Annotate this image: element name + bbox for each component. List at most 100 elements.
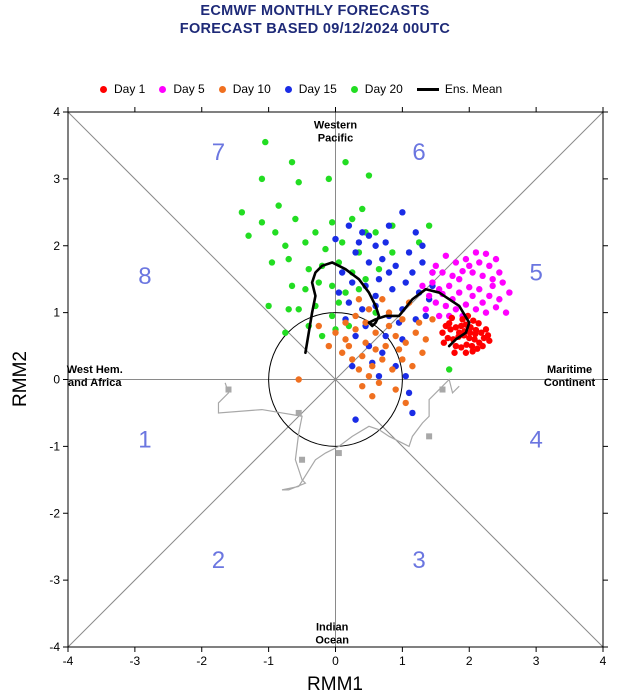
point-day-10 <box>385 322 393 330</box>
legend-item-day10: Day 10 <box>218 82 271 96</box>
phase-label-2: 2 <box>212 547 225 574</box>
point-day-15 <box>405 249 413 256</box>
point-day-20 <box>328 282 336 290</box>
point-day-10 <box>362 339 369 346</box>
region-label: West Hem. <box>67 364 123 376</box>
point-day-20 <box>288 158 296 166</box>
y-tick-label: 2 <box>53 239 60 253</box>
point-day-5 <box>492 255 500 263</box>
point-day-20 <box>349 215 356 223</box>
point-day-20 <box>265 302 272 310</box>
point-day-5 <box>496 296 503 303</box>
point-day-20 <box>285 306 292 313</box>
observed-marker <box>426 433 433 440</box>
point-day-5 <box>469 269 476 276</box>
point-day-5 <box>469 292 476 300</box>
legend-label-day10: Day 10 <box>232 82 271 96</box>
point-day-10 <box>375 379 383 387</box>
point-day-10 <box>325 342 333 350</box>
y-tick-label: 4 <box>53 105 60 119</box>
legend-item-day1: Day 1 <box>100 82 145 96</box>
y-tick-label: -3 <box>49 573 60 587</box>
x-tick-label: 4 <box>600 654 607 668</box>
point-day-1 <box>463 341 470 348</box>
point-day-15 <box>412 229 419 236</box>
point-day-5 <box>429 269 436 276</box>
point-day-1 <box>475 320 482 327</box>
point-day-10 <box>352 312 359 320</box>
point-day-10 <box>338 349 346 356</box>
point-day-10 <box>412 329 419 336</box>
y-tick-label: -1 <box>49 439 60 453</box>
point-day-5 <box>419 282 426 290</box>
point-day-1 <box>486 337 493 344</box>
region-label: Pacific <box>318 133 353 145</box>
point-day-20 <box>245 232 252 239</box>
point-day-10 <box>402 399 409 407</box>
point-day-1 <box>459 316 466 323</box>
phase-label-1: 1 <box>138 427 151 454</box>
point-day-20 <box>295 179 302 186</box>
point-day-20 <box>445 366 453 373</box>
point-day-20 <box>288 282 296 290</box>
point-day-15 <box>365 259 373 266</box>
phase-label-5: 5 <box>529 260 542 287</box>
point-day-10 <box>372 329 379 336</box>
ensemble-mean <box>304 261 471 355</box>
point-day-20 <box>285 255 292 263</box>
point-day-15 <box>399 209 406 216</box>
x-tick-label: 3 <box>533 654 540 668</box>
point-day-5 <box>479 272 486 280</box>
x-tick-label: 2 <box>466 654 473 668</box>
point-day-10 <box>345 342 353 350</box>
point-day-15 <box>409 409 416 417</box>
point-day-15 <box>385 222 393 229</box>
point-day-15 <box>338 269 346 276</box>
point-day-15 <box>379 349 386 356</box>
point-day-5 <box>456 289 463 296</box>
chart-text: -4 -3 -2 -1 0 1 2 3 4 -4 -3 -2 -1 0 1 2 3 4 1 2 3 4 5 6 7 8 Wester… <box>49 105 608 668</box>
point-day-15 <box>372 242 379 249</box>
point-day-10 <box>415 319 423 326</box>
point-day-1 <box>439 329 446 336</box>
legend-item-day15: Day 15 <box>284 82 337 96</box>
point-day-5 <box>476 286 483 293</box>
point-day-5 <box>466 284 473 291</box>
point-day-20 <box>425 222 433 229</box>
point-day-5 <box>496 269 503 276</box>
point-day-20 <box>302 286 309 293</box>
chart-title-line2: FORECAST BASED 09/12/2024 00UTC <box>179 21 451 37</box>
region-label: Western <box>314 120 357 132</box>
point-day-5 <box>489 282 496 290</box>
point-day-5 <box>459 267 466 275</box>
point-day-20 <box>312 229 319 236</box>
point-day-20 <box>258 175 266 183</box>
point-day-15 <box>359 229 366 236</box>
y-tick-label: 3 <box>53 172 60 186</box>
point-day-5 <box>486 262 493 270</box>
point-day-15 <box>352 249 359 256</box>
point-day-10 <box>365 306 373 313</box>
region-label: Maritime <box>547 364 592 376</box>
region-label: Continent <box>544 377 596 389</box>
point-day-20 <box>258 219 266 226</box>
point-day-15 <box>345 299 353 306</box>
point-day-10 <box>295 376 302 383</box>
point-day-20 <box>318 332 326 340</box>
point-day-5 <box>492 304 500 311</box>
legend-marker-day20 <box>350 85 358 93</box>
point-day-5 <box>435 312 443 320</box>
point-day-10 <box>365 372 373 380</box>
point-day-20 <box>282 242 289 249</box>
point-day-10 <box>342 336 349 343</box>
point-day-5 <box>472 306 480 313</box>
point-day-15 <box>409 269 416 276</box>
point-day-1 <box>469 348 476 355</box>
forecast-points <box>238 138 513 423</box>
point-day-20 <box>295 306 302 313</box>
observed-track <box>217 378 460 491</box>
point-day-10 <box>385 309 393 316</box>
point-day-5 <box>499 279 506 286</box>
point-day-20 <box>328 312 336 320</box>
point-day-10 <box>352 326 359 333</box>
